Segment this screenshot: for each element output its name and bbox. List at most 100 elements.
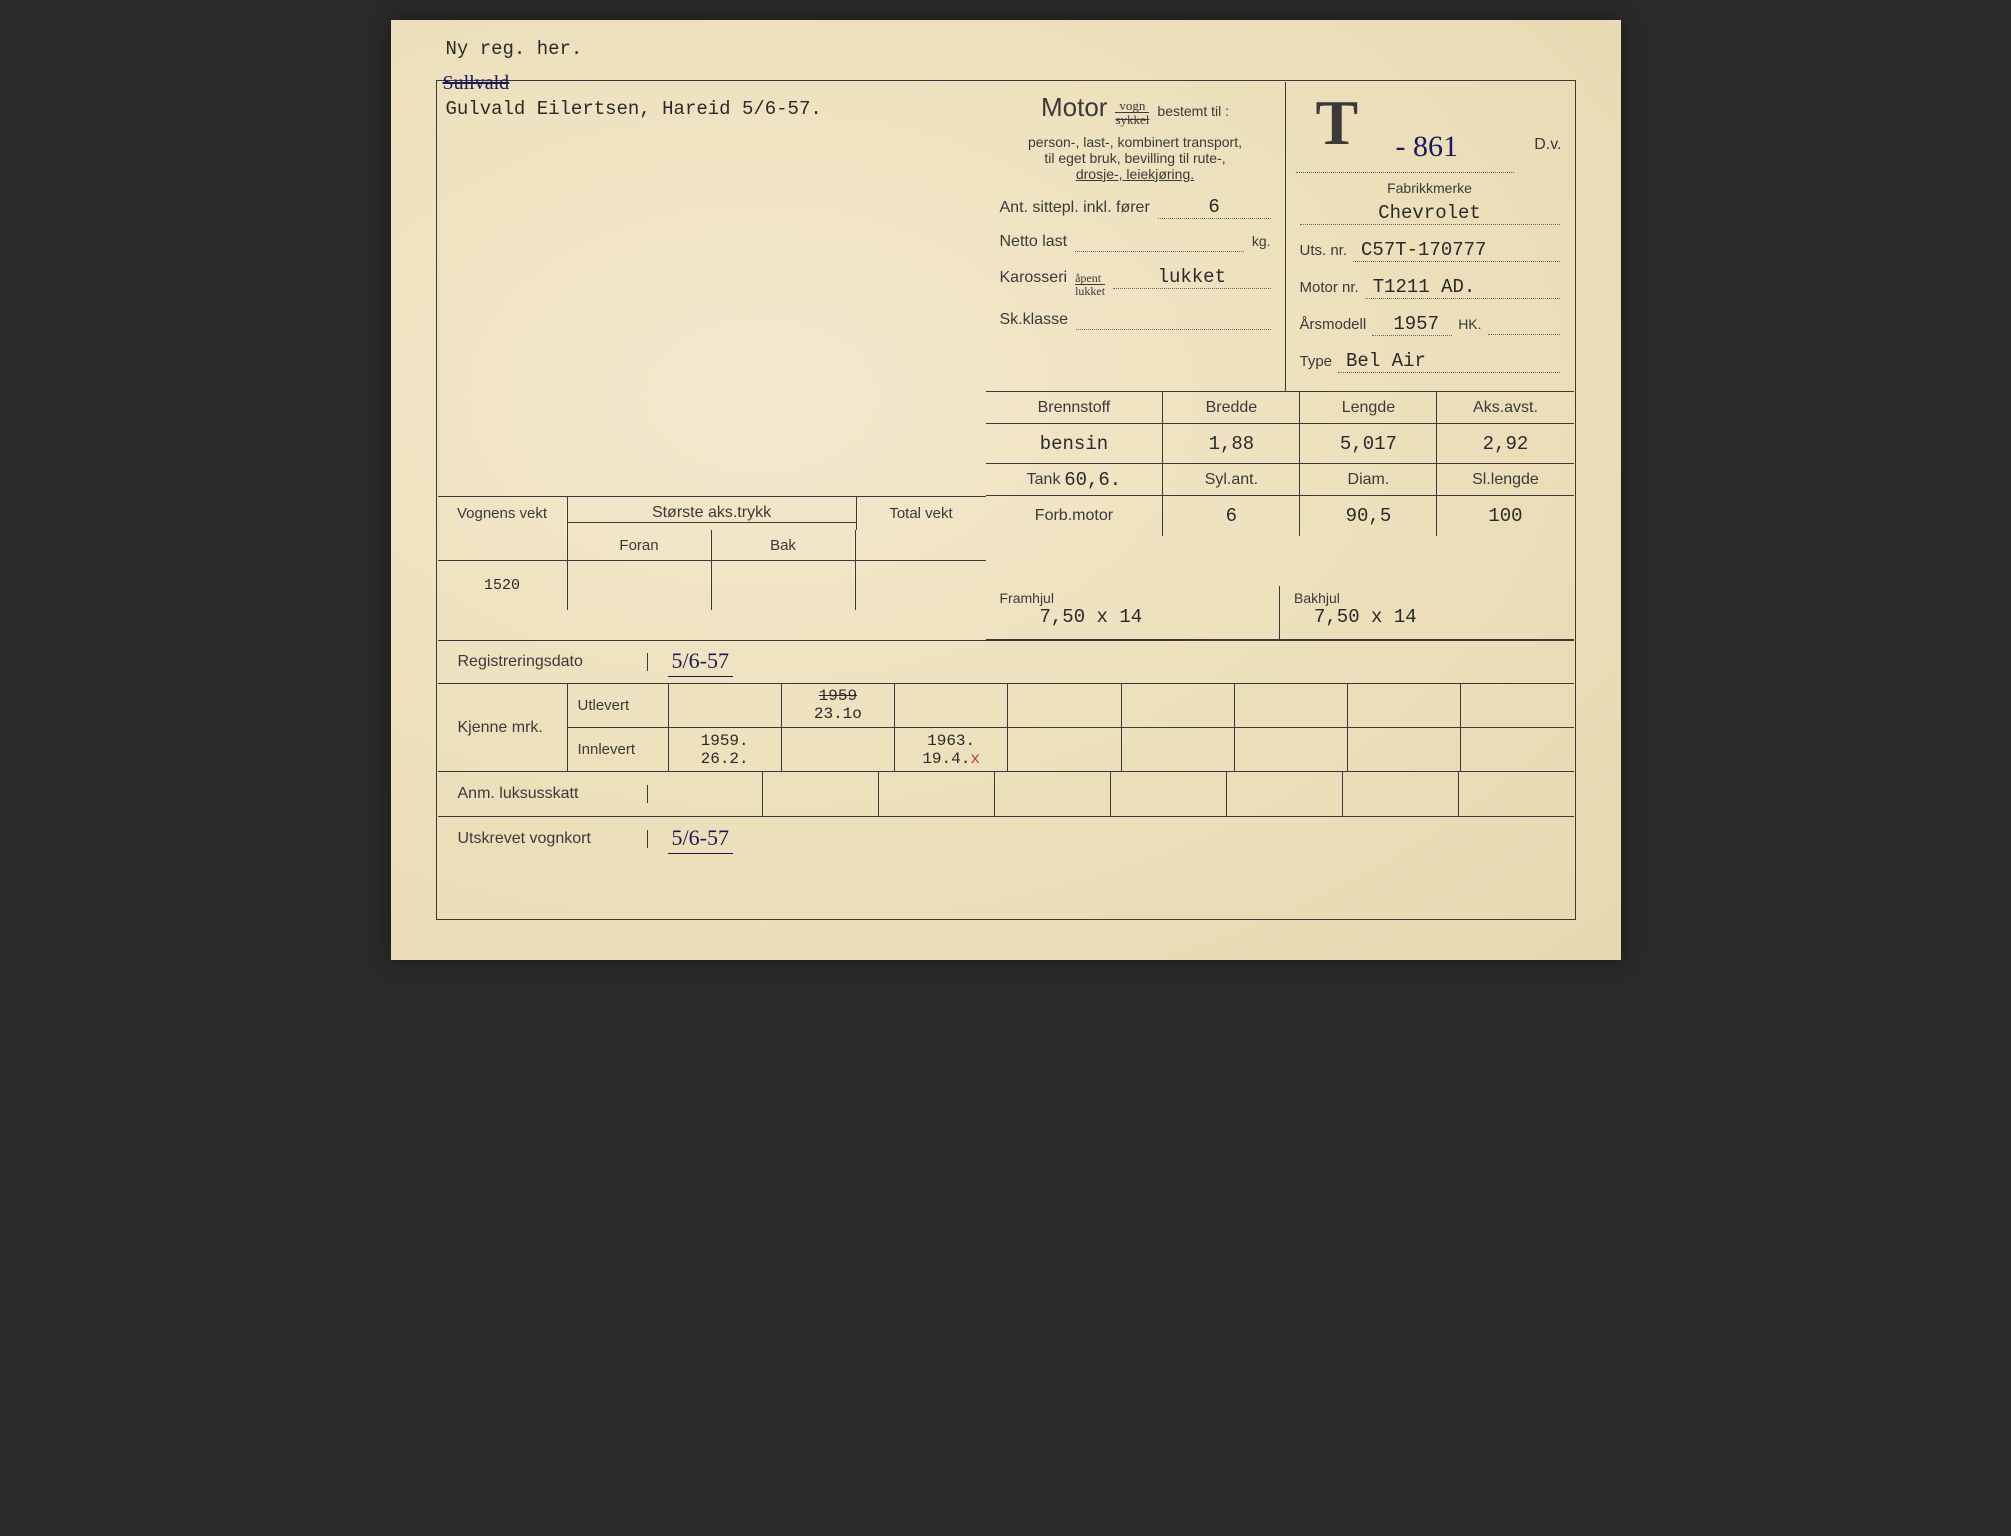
diam-label: Diam. xyxy=(1300,464,1437,495)
owner-line: Gulvald Eilertsen, Hareid 5/6-57. xyxy=(446,98,822,120)
sykkel-label: sykkel xyxy=(1115,113,1149,126)
plate-block: T - 861 D.v. Fabrikkmerke Chevrolet Uts.… xyxy=(1286,82,1574,392)
lengde-label: Lengde xyxy=(1300,392,1437,423)
bredde-label: Bredde xyxy=(1163,392,1300,423)
bakhjul-value: 7,50 x 14 xyxy=(1294,606,1560,628)
type-value: Bel Air xyxy=(1338,350,1559,373)
usage-line-2: til eget bruk, bevilling til rute-, xyxy=(1000,150,1271,166)
netto-row: Netto last kg. xyxy=(1000,233,1271,252)
bak-label: Bak xyxy=(712,530,856,560)
anm-label: Anm. luksusskatt xyxy=(438,785,648,803)
total-value xyxy=(856,561,986,610)
hk-value xyxy=(1488,316,1560,335)
fabrikkmerke-value: Chevrolet xyxy=(1300,202,1560,225)
spec-header-1: Brennstoff Bredde Lengde Aks.avst. xyxy=(986,392,1574,424)
sllengde-value: 100 xyxy=(1437,496,1573,536)
skklasse-value xyxy=(1076,311,1271,330)
framhjul-label: Framhjul xyxy=(1000,590,1266,606)
uts-nr-row: Uts. nr. C57T-170777 xyxy=(1300,239,1560,262)
foran-label: Foran xyxy=(568,530,712,560)
brennstoff-label: Brennstoff xyxy=(986,392,1164,423)
plate-underline xyxy=(1296,172,1514,173)
owner-correction: Sullvald xyxy=(443,72,510,95)
utlevert-cell-2: 1959 23.1o xyxy=(781,684,894,727)
arsmodell-row: Årsmodell 1957 HK. xyxy=(1300,313,1560,336)
kjenne-label: Kjenne mrk. xyxy=(438,684,568,771)
foran-value xyxy=(568,561,712,610)
karosseri-row: Karosseri åpent lukket lukket xyxy=(1000,266,1271,297)
spec-header-2: Tank 60,6. Syl.ant. Diam. Sl.lengde xyxy=(986,464,1574,496)
aksavst-value: 2,92 xyxy=(1437,424,1573,463)
sylant-value: 6 xyxy=(1163,496,1300,536)
apent-label: åpent xyxy=(1075,272,1105,285)
lukket-label: lukket xyxy=(1075,285,1105,297)
uts-nr-value: C57T-170777 xyxy=(1353,239,1559,262)
karosseri-label: Karosseri xyxy=(1000,269,1068,287)
weight-values-row: 1520 xyxy=(438,560,986,610)
bakhjul-cell: Bakhjul 7,50 x 14 xyxy=(1280,586,1574,639)
motor-nr-row: Motor nr. T1211 AD. xyxy=(1300,276,1560,299)
hk-label: HK. xyxy=(1458,316,1481,332)
arsmodell-value: 1957 xyxy=(1372,313,1452,336)
vognens-value: 1520 xyxy=(438,561,568,610)
innlevert-row: Innlevert 1959. 26.2. 1963. 19.4.x xyxy=(568,728,1574,772)
skklasse-row: Sk.klasse xyxy=(1000,311,1271,330)
brennstoff-value: bensin xyxy=(986,424,1164,463)
type-row: Type Bel Air xyxy=(1300,350,1560,373)
arsmodell-label: Årsmodell xyxy=(1300,316,1367,333)
vogn-label: vogn xyxy=(1115,99,1149,113)
bestemt-label: bestemt til : xyxy=(1157,103,1229,119)
vognens-label: Vognens vekt xyxy=(438,497,568,530)
innlevert-label: Innlevert xyxy=(568,728,668,772)
tank-value: 60,6. xyxy=(1064,469,1121,491)
sittepl-row: Ant. sittepl. inkl. fører 6 xyxy=(1000,196,1271,219)
spec-values-1: bensin 1,88 5,017 2,92 xyxy=(986,424,1574,464)
vognkort-label: Utskrevet vognkort xyxy=(438,830,648,848)
motor-block: Motor vogn sykkel bestemt til : person-,… xyxy=(986,82,1286,392)
regdato-value: 5/6-57 xyxy=(668,648,733,677)
wheel-row: Framhjul 7,50 x 14 Bakhjul 7,50 x 14 xyxy=(986,586,1574,640)
kjenne-row: Kjenne mrk. Utlevert 1959 23.1o xyxy=(438,684,1574,772)
type-label: Type xyxy=(1300,353,1333,370)
bak-value xyxy=(712,561,856,610)
framhjul-value: 7,50 x 14 xyxy=(1000,606,1266,628)
regdato-label: Registreringsdato xyxy=(438,653,648,671)
innlevert-cell-3: 1963. 19.4.x xyxy=(894,728,1007,772)
storste-label: Største aks.trykk xyxy=(568,504,856,523)
vognkort-value: 5/6-57 xyxy=(668,825,733,854)
motor-nr-label: Motor nr. xyxy=(1300,279,1359,296)
weight-table: Vognens vekt Største aks.trykk Total vek… xyxy=(438,496,986,610)
sittepl-label: Ant. sittepl. inkl. fører xyxy=(1000,199,1150,217)
motor-title: Motor xyxy=(1041,92,1107,122)
plate-prefix: T xyxy=(1316,86,1359,160)
dv-label: D.v. xyxy=(1534,136,1561,154)
karosseri-value: lukket xyxy=(1113,266,1270,289)
total-label: Total vekt xyxy=(856,497,986,530)
utlevert-row: Utlevert 1959 23.1o xyxy=(568,684,1574,728)
tank-label: Tank xyxy=(1027,471,1061,489)
diam-value: 90,5 xyxy=(1300,496,1437,536)
utlevert-label: Utlevert xyxy=(568,684,668,727)
sllengde-label: Sl.lengde xyxy=(1437,464,1573,495)
innlevert-cell-1: 1959. 26.2. xyxy=(668,728,781,772)
sittepl-value: 6 xyxy=(1158,196,1271,219)
bottom-rows: Registreringsdato 5/6-57 Kjenne mrk. Utl… xyxy=(438,640,1574,861)
forbmotor-label: Forb.motor xyxy=(986,496,1164,536)
netto-label: Netto last xyxy=(1000,233,1068,251)
registration-card: Ny reg. her. Sullvald Gulvald Eilertsen,… xyxy=(391,20,1621,960)
usage-line-1: person-, last-, kombinert transport, xyxy=(1000,134,1271,150)
aksavst-label: Aks.avst. xyxy=(1437,392,1573,423)
fabrikkmerke-label: Fabrikkmerke xyxy=(1300,180,1560,196)
lengde-value: 5,017 xyxy=(1300,424,1437,463)
framhjul-cell: Framhjul 7,50 x 14 xyxy=(986,586,1281,639)
motor-nr-value: T1211 AD. xyxy=(1365,276,1560,299)
header-note: Ny reg. her. xyxy=(446,38,583,60)
bakhjul-label: Bakhjul xyxy=(1294,590,1560,606)
bredde-value: 1,88 xyxy=(1163,424,1300,463)
weight-header-row: Vognens vekt Største aks.trykk Total vek… xyxy=(438,496,986,530)
netto-value xyxy=(1075,233,1244,252)
vognkort-row: Utskrevet vognkort 5/6-57 xyxy=(438,817,1574,861)
uts-nr-label: Uts. nr. xyxy=(1300,242,1348,259)
spec-grid: Brennstoff Bredde Lengde Aks.avst. bensi… xyxy=(986,392,1574,536)
plate-number: - 861 xyxy=(1396,130,1459,164)
